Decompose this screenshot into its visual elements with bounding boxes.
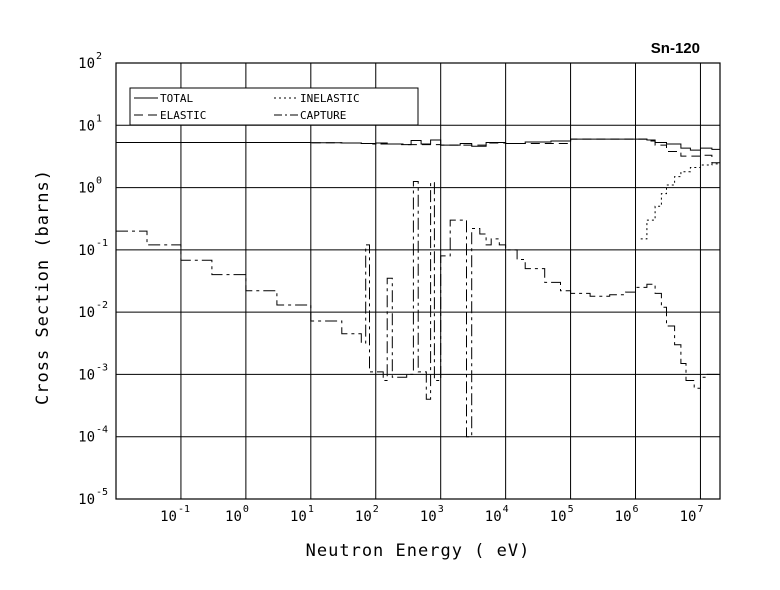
- x-tick-label: 10: [290, 509, 307, 525]
- y-tick-label: 10: [78, 181, 95, 197]
- legend-label-elastic: ELASTIC: [160, 109, 206, 122]
- chart-title: Sn-120: [651, 40, 700, 57]
- y-tick-exponent: 0: [96, 176, 102, 187]
- x-tick-exponent: 0: [243, 504, 249, 515]
- y-tick-label: 10: [78, 305, 95, 321]
- series-group: [116, 138, 721, 438]
- y-axis-title: Cross Section (barns): [33, 169, 53, 405]
- y-tick-label: 10: [78, 118, 95, 134]
- legend-label-inelastic: INELASTIC: [300, 92, 360, 105]
- x-tick-label: 10: [355, 509, 372, 525]
- x-axis-title: Neutron Energy ( eV): [306, 541, 531, 561]
- series-total-line: [116, 138, 721, 152]
- y-tick-label: 10: [78, 56, 95, 72]
- plot-frame: [115, 62, 721, 500]
- y-tick-label: 10: [78, 243, 95, 259]
- x-tick-exponent: 1: [308, 504, 314, 515]
- legend-box: [129, 87, 419, 126]
- y-tick-exponent: -5: [96, 487, 108, 498]
- x-tick-labels: 10 -1 10 0 10 1 10 2 10 3 10 4 10 5 10 6 10 7: [160, 504, 703, 525]
- x-tick-exponent: 4: [503, 504, 509, 515]
- x-tick-exponent: 2: [373, 504, 379, 515]
- legend-label-total: TOTAL: [160, 92, 193, 105]
- y-tick-label: 10: [78, 430, 95, 446]
- y-tick-label: 10: [78, 367, 95, 383]
- y-tick-exponent: -2: [96, 300, 108, 311]
- x-tick-label: 10: [485, 509, 502, 525]
- x-tick-exponent: 6: [633, 504, 639, 515]
- y-tick-label: 10: [78, 492, 95, 508]
- series-elastic-line: [116, 138, 721, 169]
- y-tick-exponent: -1: [96, 238, 108, 249]
- y-tick-exponent: -3: [96, 362, 108, 373]
- x-tick-label: 10: [420, 509, 437, 525]
- y-tick-exponent: 2: [96, 51, 102, 62]
- x-tick-exponent: -1: [178, 504, 190, 515]
- x-tick-exponent: 5: [568, 504, 574, 515]
- x-tick-label: 10: [680, 509, 697, 525]
- x-tick-label: 10: [160, 509, 177, 525]
- x-tick-exponent: 7: [697, 504, 703, 515]
- y-tick-exponent: -4: [96, 425, 108, 436]
- x-tick-label: 10: [225, 509, 242, 525]
- x-tick-label: 10: [615, 509, 632, 525]
- legend-label-capture: CAPTURE: [300, 109, 346, 122]
- legend: TOTAL INELASTIC ELASTIC CAPTURE: [129, 87, 419, 126]
- series-capture-line: [116, 181, 720, 438]
- x-tick-exponent: 3: [438, 504, 444, 515]
- x-tick-label: 10: [550, 509, 567, 525]
- series-inelastic-line: [640, 162, 721, 240]
- y-tick-exponent: 1: [96, 113, 102, 124]
